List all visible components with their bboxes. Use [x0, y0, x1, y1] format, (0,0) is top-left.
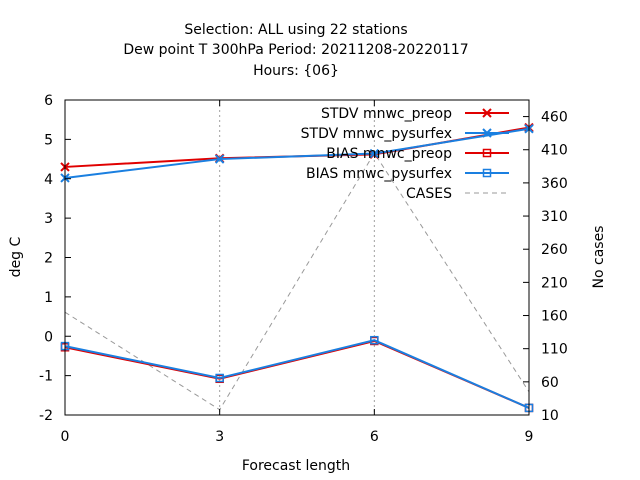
y2-tick-label: 260	[541, 242, 568, 258]
y2-tick-label: 110	[541, 342, 568, 358]
x-tick-label: 3	[215, 429, 224, 445]
x-axis-label: Forecast length	[242, 458, 350, 474]
y2-tick-label: 10	[541, 408, 559, 424]
y2-tick-label: 60	[541, 375, 559, 391]
series-point-1	[214, 154, 225, 164]
y-tick-label: -2	[39, 408, 53, 424]
series-point-1-stroke	[214, 154, 225, 164]
y-tick-label: 6	[44, 93, 53, 109]
y-axis-label: deg C	[8, 236, 24, 277]
title-line-3: Hours: {06}	[253, 63, 339, 79]
legend-swatch-marker-stroke	[482, 108, 492, 118]
series-point-1	[369, 148, 380, 159]
y2-axis-label: No cases	[591, 226, 607, 289]
y2-tick-label: 160	[541, 309, 568, 325]
y-tick-label: 4	[44, 172, 53, 188]
x-tick-label: 6	[370, 429, 379, 445]
x-tick-label: 9	[525, 429, 534, 445]
x-axis-ticks: 0 3 6 9	[61, 100, 534, 445]
legend: STDV mnwc_preop STDV mnwc_pysurfex BIAS mn…	[301, 106, 509, 202]
legend-swatch-marker	[482, 148, 492, 158]
y2-tick-label: 460	[541, 110, 568, 126]
series-line-3	[64, 339, 530, 409]
series-line-2	[64, 339, 530, 409]
title-line-2: Dew point T 300hPa Period: 20211208-2022…	[123, 42, 468, 58]
y2-tick-label: 360	[541, 176, 568, 192]
y2-tick-label: 310	[541, 209, 568, 225]
series-point-3	[215, 373, 224, 383]
y-tick-label: -1	[39, 369, 53, 385]
legend-label: CASES	[406, 186, 452, 202]
series-point-1-stroke	[369, 148, 380, 159]
data-series	[60, 122, 534, 413]
y-tick-label: 0	[44, 329, 53, 345]
series-line-4	[64, 152, 530, 411]
legend-label: STDV mnwc_pysurfex	[301, 126, 452, 142]
legend-label: BIAS mnwc_pysurfex	[306, 166, 452, 182]
right-axis-ticks: 10 60 110 160 210 260 310 360 410 460	[523, 110, 568, 424]
legend-swatch-marker-stroke	[482, 128, 492, 138]
series-line-0	[64, 126, 530, 168]
chart-title: Selection: ALL using 22 stations Dew poi…	[123, 22, 468, 79]
title-line-1: Selection: ALL using 22 stations	[184, 22, 407, 38]
y-tick-label: 2	[44, 251, 53, 267]
y-tick-label: 5	[44, 132, 53, 148]
y2-tick-label: 210	[541, 275, 568, 291]
plot-frame	[64, 99, 530, 416]
series-line-1	[64, 127, 530, 179]
cases-series	[64, 152, 530, 411]
y-tick-label: 1	[44, 290, 53, 306]
series-point-3	[370, 335, 379, 345]
legend-swatch-marker	[482, 108, 492, 118]
y-tick-label: 3	[44, 211, 53, 227]
legend-label: BIAS mnwc_preop	[326, 146, 452, 162]
left-axis-ticks: -2 -1 0 1 2 3 4 5 6	[39, 93, 71, 424]
y2-tick-label: 410	[541, 143, 568, 159]
legend-label: STDV mnwc_preop	[321, 106, 452, 122]
x-tick-label: 0	[61, 429, 70, 445]
legend-swatch-marker	[482, 168, 492, 178]
legend-swatch-marker	[482, 128, 492, 138]
